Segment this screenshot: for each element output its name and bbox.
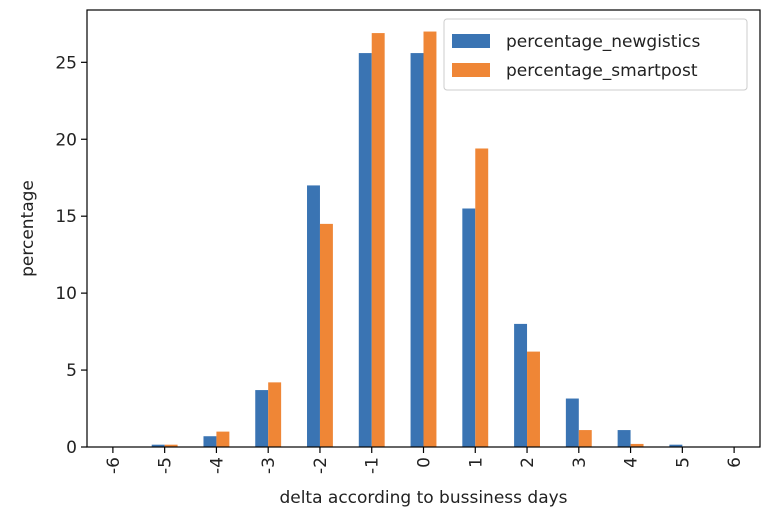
bar-percentage_smartpost-3 (578, 430, 592, 447)
bar-percentage_newgistics--2 (307, 185, 320, 448)
x-tick-label: -2 (311, 457, 331, 474)
x-tick-label: 3 (570, 457, 590, 468)
bar-percentage_newgistics--1 (358, 53, 372, 447)
bar-percentage_newgistics--3 (255, 390, 269, 447)
x-tick-label: -3 (259, 457, 279, 474)
x-tick-label: 0 (415, 457, 435, 468)
x-tick-label: 6 (725, 457, 745, 468)
x-tick-label: 4 (622, 457, 642, 468)
legend-swatch-percentage_newgistics (452, 34, 490, 48)
bar-percentage_smartpost--4 (216, 431, 230, 447)
x-tick-label: -4 (207, 457, 227, 474)
y-tick-label: 0 (66, 438, 77, 458)
y-tick-label: 20 (55, 130, 77, 150)
bar-percentage_newgistics-4 (617, 430, 631, 447)
x-tick-label: -5 (156, 457, 176, 474)
x-axis-label: delta according to bussiness days (279, 488, 567, 508)
bar-percentage_smartpost--1 (371, 33, 385, 447)
y-axis: 0 5 10 15 20 25 (55, 53, 87, 458)
bar-percentage_smartpost-0 (423, 31, 437, 447)
bar-percentage_smartpost-2 (527, 351, 540, 447)
x-tick-label: 1 (466, 457, 486, 468)
bar-percentage_newgistics--5 (151, 444, 165, 447)
y-tick-label: 5 (66, 361, 77, 381)
bar-percentage_smartpost--2 (319, 223, 333, 447)
bar-percentage_smartpost-1 (475, 148, 489, 448)
bar-percentage_newgistics-2 (514, 323, 528, 447)
y-tick-label: 15 (55, 207, 77, 227)
y-tick-label: 10 (55, 284, 77, 304)
x-tick-label: -6 (104, 457, 124, 474)
bar-percentage_smartpost--3 (268, 382, 282, 447)
x-axis: -6 -5 -4 -3 -2 -1 0 1 2 3 4 5 6 (104, 447, 745, 474)
bar-percentage_smartpost--5 (164, 444, 178, 447)
bar-percentage_newgistics-0 (410, 53, 424, 447)
legend-box (443, 18, 748, 91)
x-tick-label: 5 (673, 457, 693, 468)
y-axis-label: percentage (18, 180, 38, 277)
x-tick-label: 2 (518, 457, 538, 468)
bars-group (151, 31, 683, 448)
bar-percentage_newgistics--4 (203, 436, 217, 447)
bar-percentage_newgistics-1 (462, 208, 476, 447)
bar-percentage_smartpost-4 (630, 443, 644, 447)
legend-label-percentage_newgistics: percentage_newgistics (506, 32, 701, 52)
legend: percentage_newgistics percentage_smartpos… (443, 18, 748, 91)
bar-percentage_newgistics-3 (565, 398, 579, 447)
x-tick-label: -1 (363, 457, 383, 474)
bar-percentage_newgistics-5 (669, 444, 683, 447)
legend-swatch-percentage_smartpost (452, 63, 490, 77)
y-tick-label: 25 (55, 53, 77, 73)
legend-label-percentage_smartpost: percentage_smartpost (506, 61, 698, 81)
